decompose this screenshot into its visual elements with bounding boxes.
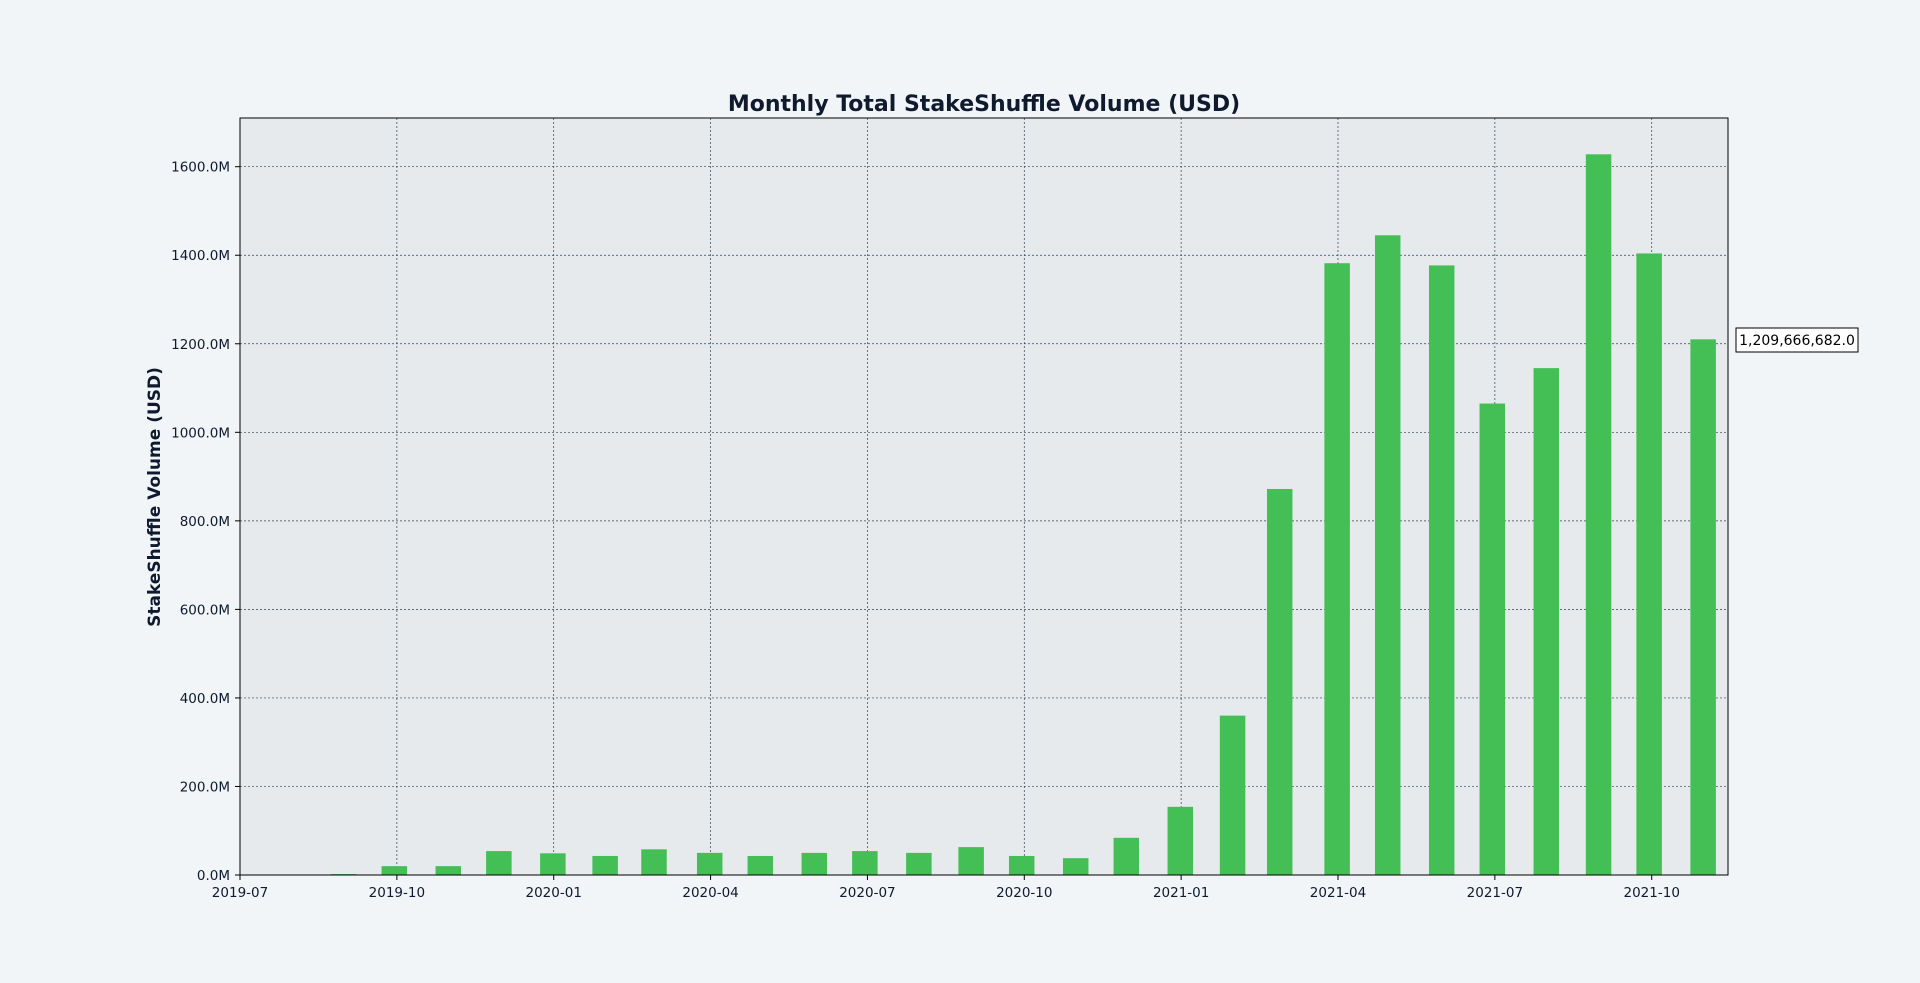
annotation-box: [1735, 327, 1859, 353]
bar-2020-05: [801, 852, 828, 875]
y-tick-label: 1600.0M: [171, 160, 230, 176]
y-tick-label: 0.0M: [197, 868, 230, 884]
chart-title: Monthly Total StakeShuffle Volume (USD): [728, 92, 1240, 117]
x-tick-label: 2020-07: [839, 885, 895, 901]
x-tick-label: 2021-10: [1624, 885, 1680, 901]
y-tick-label: 1200.0M: [171, 337, 230, 353]
bar-2021-03: [1324, 263, 1350, 875]
annotation-text: 1,209,666,682.0: [1739, 333, 1855, 349]
bar-2020-02: [641, 849, 667, 875]
bar-2020-12: [1167, 806, 1194, 875]
bar-2021-07: [1533, 368, 1560, 875]
bar-2021-10: [1690, 339, 1716, 875]
bar-2019-11: [486, 851, 512, 875]
bar-2019-12: [540, 853, 566, 875]
bar-2020-11: [1113, 837, 1140, 875]
bar-2020-01: [592, 855, 618, 875]
x-tick-label: 2021-01: [1153, 885, 1209, 901]
axis-ticks: 0.0M 200.0M 400.0M 600.0M 800.0M 1000.0M 1200.…: [171, 160, 1680, 901]
bar-2019-10: [435, 866, 462, 875]
bar-2019-09: [381, 866, 408, 875]
x-tick-label: 2019-07: [212, 885, 268, 901]
value-annotation: 1,209,666,682.0: [1735, 327, 1859, 353]
y-tick-label: 1000.0M: [171, 425, 230, 441]
bar-2021-02: [1266, 488, 1293, 875]
bars: [330, 154, 1716, 876]
bar-2021-05: [1428, 265, 1455, 876]
bar-2021-01: [1219, 715, 1246, 875]
bar-2021-08: [1585, 154, 1612, 875]
bar-2020-10: [1062, 858, 1089, 875]
y-tick-label: 400.0M: [180, 691, 230, 707]
bar-2020-06: [852, 851, 878, 875]
x-tick-label: 2020-10: [996, 885, 1052, 901]
bar-2021-04: [1374, 235, 1401, 875]
x-tick-label: 2020-04: [682, 885, 738, 901]
bar-2020-09: [1008, 855, 1035, 875]
bar-2021-06: [1479, 403, 1506, 875]
x-tick-label: 2021-07: [1467, 885, 1523, 901]
bar-2020-07: [906, 852, 932, 875]
y-tick-label: 200.0M: [180, 779, 230, 795]
x-tick-label: 2019-10: [369, 885, 425, 901]
plot-frame: [239, 117, 1729, 876]
y-tick-label: 1400.0M: [171, 248, 230, 264]
bar-2020-04: [747, 855, 774, 875]
x-tick-label: 2021-04: [1310, 885, 1366, 901]
bar-2020-08: [958, 847, 984, 875]
y-tick-label: 800.0M: [180, 514, 230, 530]
y-axis-label: StakeShuffle Volume (USD): [145, 367, 165, 627]
x-tick-label: 2020-01: [526, 885, 582, 901]
bar-2021-09: [1636, 253, 1662, 876]
bar-2020-03: [696, 852, 723, 875]
y-tick-label: 600.0M: [180, 602, 230, 618]
